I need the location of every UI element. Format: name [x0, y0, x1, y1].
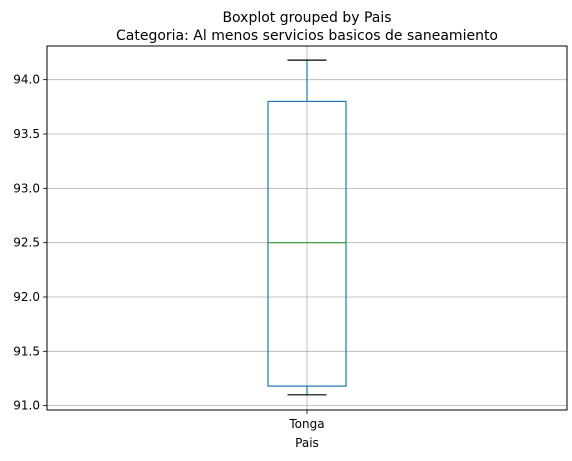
y-tick-label: 93.0	[13, 181, 40, 195]
y-tick-label: 93.5	[13, 127, 40, 141]
box-group	[267, 59, 347, 396]
x-axis-label: Pais	[295, 436, 319, 450]
chart-title: Categoria: Al menos servicios basicos de…	[116, 28, 498, 44]
x-axis: Tonga	[288, 410, 325, 431]
y-axis: 91.0 91.5 92.0 92.5 93.0 93.5 94.0	[13, 73, 47, 413]
iqr-box	[267, 100, 347, 387]
y-tick-label: 91.0	[13, 399, 40, 413]
y-tick-label: 94.0	[13, 73, 40, 87]
x-tick-label: Tonga	[288, 417, 324, 431]
y-tick-label: 92.0	[13, 290, 40, 304]
y-tick-label: 92.5	[13, 236, 40, 250]
box-layer	[267, 59, 347, 396]
grid-layer	[47, 46, 567, 410]
chart-suptitle: Boxplot grouped by Pais	[222, 10, 391, 26]
y-tick-label: 91.5	[13, 344, 40, 358]
